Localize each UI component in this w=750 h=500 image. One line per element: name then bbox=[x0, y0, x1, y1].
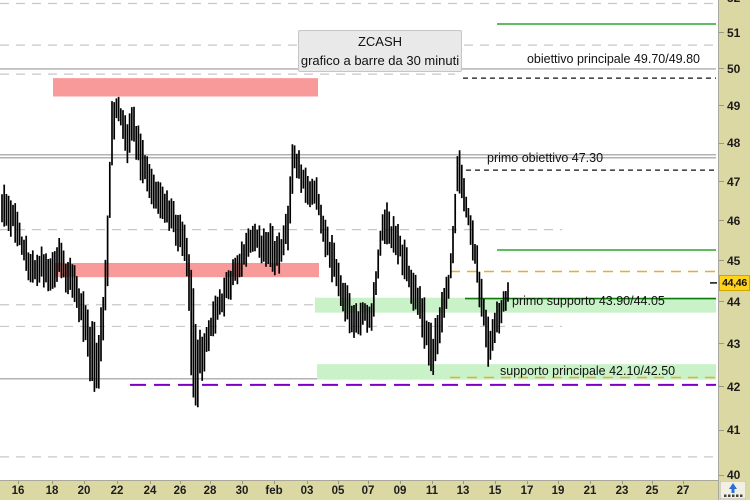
time-axis-label: 17 bbox=[520, 485, 534, 497]
price-axis-tick bbox=[719, 32, 724, 34]
time-axis-tick bbox=[242, 481, 243, 484]
time-axis-tick bbox=[590, 481, 591, 484]
price-axis-tick bbox=[719, 386, 724, 388]
time-axis-tick bbox=[463, 481, 464, 484]
time-axis-label: feb bbox=[265, 485, 283, 497]
time-axis-tick bbox=[18, 481, 19, 484]
chart-title: ZCASH bbox=[357, 34, 403, 49]
time-axis-tick bbox=[400, 481, 401, 484]
price-axis-label: 47 bbox=[727, 174, 741, 189]
time-axis-tick bbox=[210, 481, 211, 484]
price-axis-tick bbox=[719, 343, 724, 345]
price-axis-tick bbox=[719, 474, 724, 476]
time-axis-tick bbox=[150, 481, 151, 484]
price-axis-tick bbox=[719, 301, 724, 303]
time-axis-tick bbox=[495, 481, 496, 484]
time-axis-label: 20 bbox=[77, 485, 91, 497]
price-axis-label: 43 bbox=[727, 336, 741, 351]
time-axis-label: 05 bbox=[331, 485, 345, 497]
current-price-tag: 44,46 bbox=[719, 274, 750, 291]
time-axis-label: 16 bbox=[11, 485, 25, 497]
time-axis-label: 23 bbox=[615, 485, 629, 497]
price-axis-label: 48 bbox=[727, 136, 741, 151]
time-axis[interactable]: 16 18 20 22 24 26 28 30 feb 03 05 07 09 11 13 15 17 19 21 2… bbox=[0, 480, 718, 500]
price-axis-tick bbox=[719, 220, 724, 222]
price-axis-tick bbox=[719, 260, 724, 262]
price-axis-tick bbox=[719, 68, 724, 70]
time-axis-tick bbox=[307, 481, 308, 484]
chart-title-box: ZCASH grafico a barre da 30 minuti bbox=[298, 30, 462, 72]
chart-canvas bbox=[0, 2, 717, 458]
time-axis-label: 13 bbox=[456, 485, 470, 497]
time-axis-tick bbox=[622, 481, 623, 484]
time-axis-label: 07 bbox=[361, 485, 375, 497]
time-axis-label: 27 bbox=[676, 485, 690, 497]
time-axis-tick bbox=[432, 481, 433, 484]
time-axis-tick bbox=[52, 481, 53, 484]
chart-plot-area[interactable]: obiettivo principale 49.70/49.80 primo o… bbox=[0, 0, 718, 480]
price-axis-label: 41 bbox=[727, 423, 741, 438]
time-axis-tick bbox=[180, 481, 181, 484]
price-axis-label: 45 bbox=[727, 253, 741, 268]
time-axis-tick bbox=[274, 481, 275, 484]
time-axis-label: 11 bbox=[425, 485, 439, 497]
time-axis-label: 09 bbox=[393, 485, 407, 497]
price-axis-label: 51 bbox=[727, 25, 741, 40]
time-axis-label: 24 bbox=[143, 485, 157, 497]
time-axis-tick bbox=[84, 481, 85, 484]
price-axis-tick bbox=[719, 181, 724, 183]
time-axis-tick bbox=[527, 481, 528, 484]
label-obiettivo-principale: obiettivo principale 49.70/49.80 bbox=[526, 52, 700, 66]
time-axis-label: 21 bbox=[583, 485, 597, 497]
label-primo-obiettivo: primo obiettivo 47.30 bbox=[487, 151, 604, 165]
time-axis-tick bbox=[652, 481, 653, 484]
time-axis-label: 15 bbox=[488, 485, 502, 497]
price-bars bbox=[1, 96, 509, 408]
price-axis-label: 46 bbox=[727, 213, 741, 228]
time-axis-tick bbox=[558, 481, 559, 484]
price-axis-label: 40 bbox=[727, 468, 741, 483]
label-supporto-principale: supporto principale 42.10/42.50 bbox=[500, 364, 676, 378]
time-axis-label: 22 bbox=[110, 485, 124, 497]
price-axis-label: 50 bbox=[727, 61, 741, 76]
price-axis-label: 42 bbox=[727, 379, 741, 394]
time-axis-tick bbox=[368, 481, 369, 484]
support-zone bbox=[317, 364, 716, 380]
time-axis-tick bbox=[683, 481, 684, 484]
time-axis-label: 03 bbox=[300, 485, 314, 497]
resistance-zone bbox=[53, 78, 318, 97]
price-axis-tick bbox=[719, 142, 724, 144]
time-axis-tick bbox=[117, 481, 118, 484]
price-axis-tick bbox=[719, 429, 724, 431]
time-axis-tick bbox=[338, 481, 339, 484]
price-axis-label: 49 bbox=[727, 98, 741, 113]
chart-tool-icon[interactable] bbox=[719, 480, 747, 500]
time-axis-label: 18 bbox=[45, 485, 59, 497]
time-axis-label: 26 bbox=[173, 485, 187, 497]
price-axis-label: 44 bbox=[727, 294, 741, 309]
price-axis[interactable]: 44,46 52 51 50 49 48 47 46 45 44 43 42 41 40 bbox=[718, 0, 750, 500]
time-axis-label: 28 bbox=[203, 485, 217, 497]
time-axis-label: 25 bbox=[645, 485, 659, 497]
price-axis-tick bbox=[719, 105, 724, 107]
time-axis-label: 19 bbox=[551, 485, 565, 497]
label-primo-supporto: primo supporto 43.90/44.05 bbox=[512, 294, 665, 308]
chart-subtitle: grafico a barre da 30 minuti bbox=[300, 53, 460, 68]
price-axis-label: 52 bbox=[727, 0, 740, 5]
time-axis-label: 30 bbox=[235, 485, 249, 497]
